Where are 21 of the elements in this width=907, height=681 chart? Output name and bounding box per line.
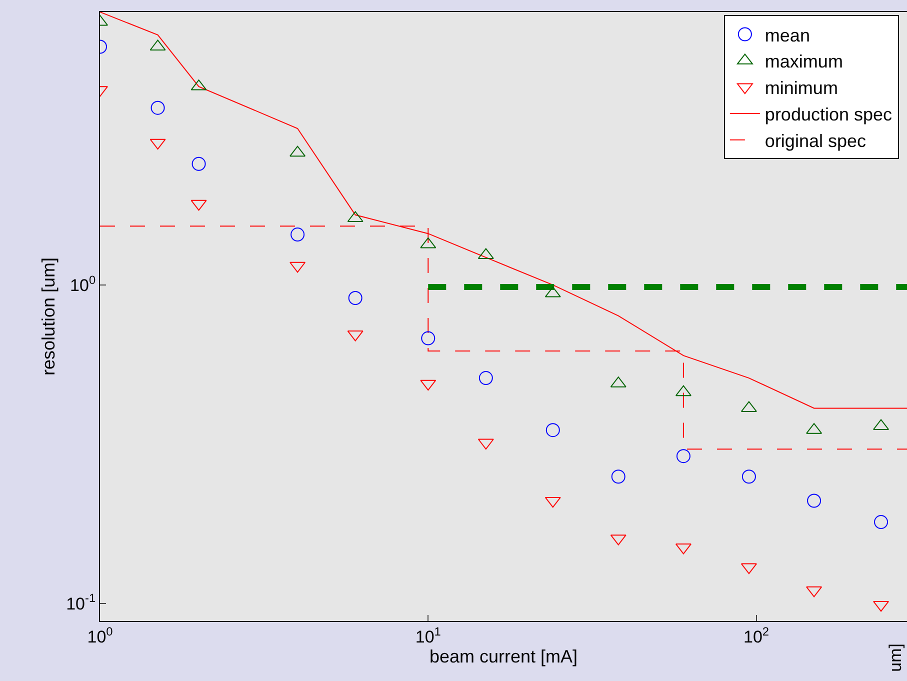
y-tick-label: 10$^{-1}$ <box>66 591 96 614</box>
point <box>150 100 165 115</box>
legend-label: original spec <box>764 130 866 151</box>
point <box>611 470 626 484</box>
y-axis-title: resolution [um] <box>38 257 58 376</box>
point <box>676 449 690 464</box>
point <box>742 470 756 484</box>
point <box>478 371 493 386</box>
text: um] <box>886 643 906 672</box>
legend-label: minimum <box>764 78 838 98</box>
x-tick-label: 10$^{0}$ <box>87 624 114 646</box>
x-axis-title: beam current [mA] <box>429 646 578 666</box>
x-tick-label: 10$^{2}$ <box>743 624 770 646</box>
point <box>546 423 560 438</box>
point <box>348 290 362 305</box>
legend-label: production spec <box>764 104 892 124</box>
legend-label: mean <box>764 25 810 46</box>
point <box>807 494 822 508</box>
legend-label: maximum <box>764 52 843 72</box>
x-tick-label: 10$^{1}$ <box>415 624 442 646</box>
point <box>874 515 888 530</box>
